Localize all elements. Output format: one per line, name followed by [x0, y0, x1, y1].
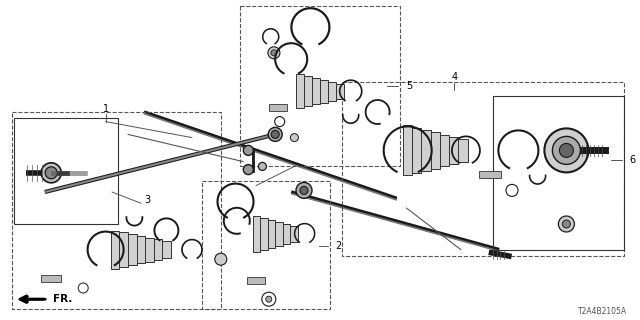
Bar: [128, 234, 136, 265]
Circle shape: [275, 116, 285, 127]
Text: 5: 5: [406, 81, 413, 92]
Circle shape: [559, 143, 573, 157]
Circle shape: [545, 128, 588, 172]
Bar: [479, 171, 500, 178]
Bar: [260, 218, 268, 250]
Text: 3: 3: [144, 195, 150, 205]
Bar: [449, 137, 458, 164]
Bar: [41, 275, 61, 282]
Bar: [51, 171, 69, 175]
Bar: [247, 276, 265, 284]
Bar: [269, 104, 287, 111]
Circle shape: [266, 296, 272, 302]
Circle shape: [268, 127, 282, 141]
Text: T2A4B2105A: T2A4B2105A: [578, 308, 627, 316]
Bar: [162, 241, 171, 258]
Circle shape: [300, 186, 308, 194]
Bar: [403, 125, 412, 175]
Bar: [12, 112, 221, 309]
Circle shape: [296, 182, 312, 198]
Circle shape: [259, 163, 266, 171]
Bar: [145, 237, 154, 262]
Circle shape: [271, 131, 279, 139]
Bar: [111, 231, 120, 268]
Bar: [120, 232, 128, 267]
Bar: [493, 96, 624, 250]
Circle shape: [558, 216, 575, 232]
Bar: [328, 82, 336, 101]
Bar: [290, 226, 298, 242]
Bar: [458, 139, 468, 162]
Bar: [283, 223, 290, 244]
Circle shape: [291, 134, 298, 141]
Circle shape: [268, 47, 280, 59]
Bar: [275, 221, 283, 246]
Bar: [312, 78, 320, 104]
Bar: [440, 135, 449, 166]
Circle shape: [262, 292, 276, 306]
Circle shape: [215, 253, 227, 265]
Bar: [412, 128, 421, 173]
Circle shape: [41, 163, 61, 183]
Text: FR.: FR.: [53, 294, 72, 304]
Bar: [421, 130, 431, 171]
Bar: [268, 220, 275, 248]
Bar: [336, 84, 344, 99]
Bar: [320, 80, 328, 103]
Text: 4: 4: [451, 72, 458, 82]
Bar: [304, 76, 312, 106]
Bar: [253, 216, 260, 252]
Text: 1: 1: [102, 104, 109, 114]
Circle shape: [243, 164, 253, 175]
Bar: [296, 74, 304, 108]
Circle shape: [78, 283, 88, 293]
Bar: [240, 6, 400, 166]
Circle shape: [563, 220, 570, 228]
Bar: [342, 82, 624, 256]
Circle shape: [271, 50, 277, 56]
Circle shape: [506, 184, 518, 196]
Bar: [154, 239, 162, 260]
Circle shape: [243, 145, 253, 156]
Bar: [14, 118, 118, 224]
Bar: [202, 181, 330, 309]
Bar: [431, 132, 440, 169]
Bar: [136, 236, 145, 263]
Circle shape: [45, 167, 57, 179]
Text: 2: 2: [335, 241, 341, 252]
Circle shape: [552, 136, 580, 164]
Text: 6: 6: [629, 155, 636, 165]
